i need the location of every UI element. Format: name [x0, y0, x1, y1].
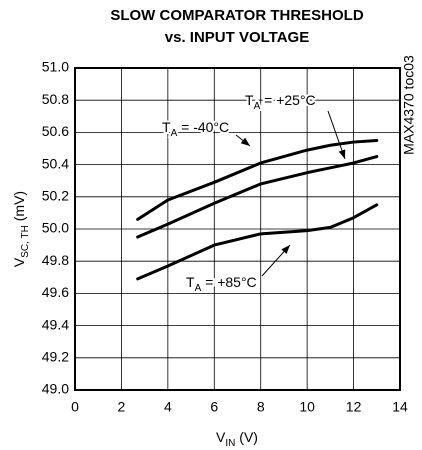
- y-tick-label: 50.0: [42, 220, 69, 236]
- x-tick-label: 0: [71, 399, 79, 415]
- x-tick-label: 14: [392, 399, 408, 415]
- y-tick-label: 49.6: [42, 284, 69, 300]
- side-note: MAX4370 toc03: [401, 55, 417, 155]
- y-axis-label-part: (mV): [11, 191, 27, 225]
- y-tick-label: 49.8: [42, 252, 69, 268]
- series-label-sub: A: [171, 128, 178, 139]
- series-label-part: = +85°C: [201, 274, 256, 290]
- y-tick-label: 50.6: [42, 123, 69, 139]
- plot-frame: [74, 67, 401, 391]
- series-label-sub: A: [254, 101, 261, 112]
- arrow-head: [240, 137, 250, 146]
- x-tick-label: 4: [164, 399, 172, 415]
- series-label-part: T: [186, 274, 195, 290]
- series-line: [136, 138, 379, 221]
- series-label: TA = +85°C: [186, 274, 257, 294]
- y-tick-label: 49.0: [42, 381, 69, 397]
- x-tick-label: 2: [118, 399, 126, 415]
- y-tick-label: 49.4: [42, 316, 69, 332]
- chart-title: vs. INPUT VOLTAGE: [165, 29, 309, 46]
- x-tick-label: 6: [210, 399, 218, 415]
- arrow-head: [338, 149, 346, 159]
- x-tick-label: 10: [299, 399, 315, 415]
- y-axis-label-sub: SC, TH: [20, 225, 31, 258]
- x-axis-label-part: V: [216, 429, 226, 445]
- y-tick-label: 50.8: [42, 91, 69, 107]
- series-label-part: T: [162, 119, 171, 135]
- y-axis-label: VSC, TH (mV): [11, 191, 31, 267]
- series-line: [136, 155, 379, 239]
- x-axis-label: VIN (V): [216, 429, 258, 449]
- y-tick-label: 51.0: [42, 59, 69, 75]
- series-label: TA = +25°C: [245, 92, 316, 112]
- series-label-sub: A: [195, 283, 202, 294]
- chart-title: SLOW COMPARATOR THRESHOLD: [110, 7, 363, 24]
- x-tick-label: 12: [346, 399, 362, 415]
- series-label: TA = -40°C: [162, 119, 229, 139]
- y-tick-label: 50.2: [42, 188, 69, 204]
- y-axis-label-part: V: [11, 257, 27, 267]
- series-label-part: T: [245, 92, 254, 108]
- series-label-part: = -40°C: [177, 119, 229, 135]
- series-label-part: = +25°C: [260, 92, 315, 108]
- x-axis-label-part: (V): [235, 429, 258, 445]
- x-tick-label: 8: [257, 399, 265, 415]
- y-tick-label: 50.4: [42, 155, 69, 171]
- series-line: [136, 203, 379, 281]
- arrow-head: [281, 245, 290, 255]
- x-axis-label-sub: IN: [225, 438, 235, 449]
- y-tick-label: 49.2: [42, 349, 69, 365]
